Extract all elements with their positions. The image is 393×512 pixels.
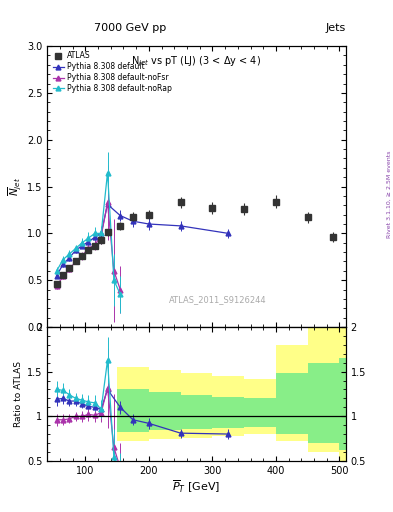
Text: N$_{jet}$ vs pT (LJ) (3 < Δy < 4): N$_{jet}$ vs pT (LJ) (3 < Δy < 4) <box>131 54 262 69</box>
Text: 7000 GeV pp: 7000 GeV pp <box>94 23 166 33</box>
Legend: ATLAS, Pythia 8.308 default, Pythia 8.308 default-noFsr, Pythia 8.308 default-no: ATLAS, Pythia 8.308 default, Pythia 8.30… <box>51 50 173 95</box>
Text: Rivet 3.1.10, ≥ 2.5M events: Rivet 3.1.10, ≥ 2.5M events <box>387 151 392 238</box>
X-axis label: $\overline{P}_T$ [GeV]: $\overline{P}_T$ [GeV] <box>173 478 220 495</box>
Text: ATLAS_2011_S9126244: ATLAS_2011_S9126244 <box>169 295 266 305</box>
Y-axis label: $\overline{N}_{jet}$: $\overline{N}_{jet}$ <box>6 177 23 196</box>
Text: Jets: Jets <box>325 23 346 33</box>
Y-axis label: Ratio to ATLAS: Ratio to ATLAS <box>14 361 23 427</box>
